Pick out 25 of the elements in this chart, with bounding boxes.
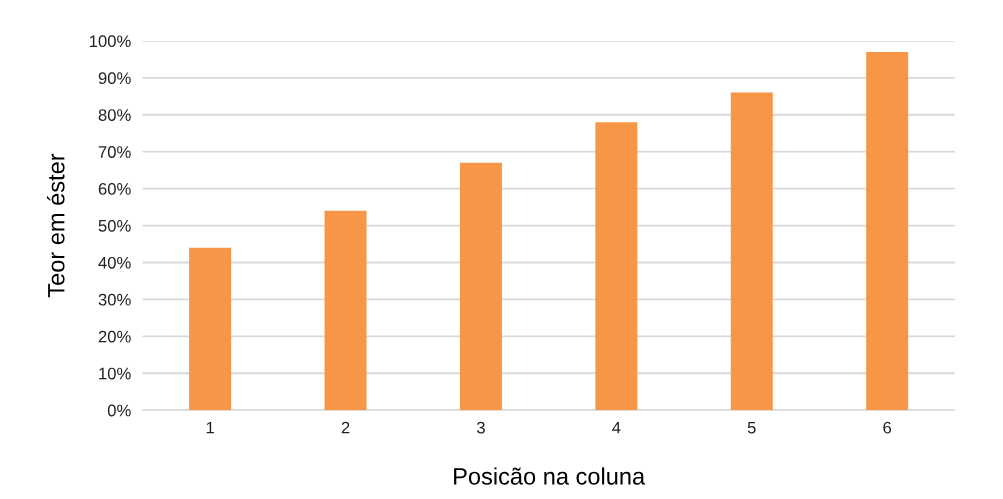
x-tick-label: 4 (612, 421, 621, 434)
y-axis-title: Teor em éster (46, 153, 65, 298)
y-tick-label: 10% (99, 367, 131, 380)
bar (189, 247, 232, 411)
y-tick-label: 100% (89, 35, 131, 48)
y-tick-label: 60% (98, 183, 131, 195)
y-tick-label: 80% (98, 109, 131, 121)
x-tick-label: 3 (476, 421, 485, 434)
y-tick-label: 40% (98, 256, 131, 269)
bar (595, 122, 638, 411)
y-tick-label: 50% (98, 219, 131, 232)
y-tick-label: 20% (98, 330, 131, 343)
y-tick-label: 30% (98, 293, 131, 306)
y-tick-label: 0% (107, 404, 131, 417)
x-tick-label: 5 (747, 421, 756, 434)
bar (866, 52, 909, 411)
x-axis-title: Posicão na coluna (454, 467, 646, 485)
bar (324, 210, 367, 411)
y-tick-label: 90% (98, 72, 131, 85)
y-tick-label: 70% (98, 146, 131, 158)
bar (730, 92, 773, 411)
x-tick-label: 2 (341, 421, 350, 434)
x-tick-label: 1 (206, 421, 214, 434)
bar (459, 162, 502, 411)
x-tick-label: 6 (883, 421, 892, 434)
